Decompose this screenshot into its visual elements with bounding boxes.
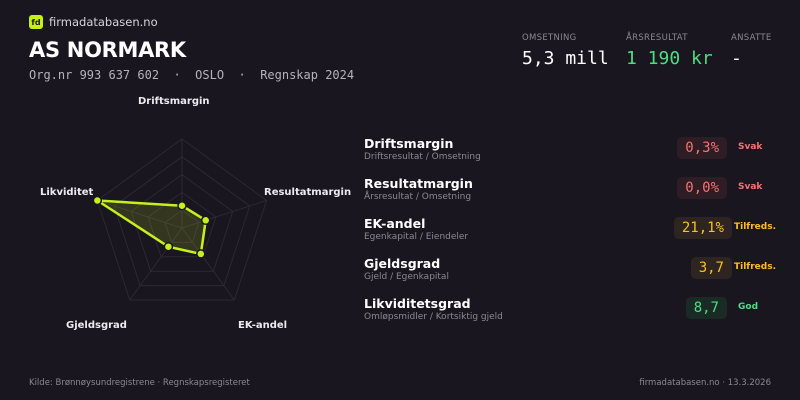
radar-label-ek-andel: EK-andel <box>238 320 288 331</box>
metric-row: Driftsmargin Driftsresultat / Omsetning … <box>364 136 784 176</box>
metric-value-badge: 3,7 <box>690 257 732 279</box>
radar-axis-line <box>97 200 183 229</box>
radar-grid-ring <box>147 191 217 258</box>
site-name: firmadatabasen.no <box>49 15 158 29</box>
radar-chart <box>92 138 268 301</box>
radar-axis-line <box>181 200 267 229</box>
kpi-value: 5,3 mill <box>522 48 609 69</box>
kpi-label: ÅRSRESULTAT <box>626 33 688 43</box>
radar-data-area <box>96 199 207 256</box>
metric-formula: Årsresultat / Omsetning <box>364 192 472 202</box>
radar-data-point <box>200 215 211 226</box>
company-subtitle: Org.nr 993 637 602 · OSLO · Regnskap 202… <box>29 68 355 82</box>
kpi-ansatte: ANSATTE - <box>731 33 772 69</box>
radar-grid-ring <box>113 156 251 287</box>
metric-status: Tilfreds. <box>734 222 776 232</box>
footer-source: Kilde: Brønnøysundregistrene · Regnskaps… <box>29 378 250 388</box>
metric-value-badge: 0,0% <box>677 177 727 199</box>
radar-data-point <box>92 195 103 206</box>
radar-grid-ring <box>96 138 268 301</box>
radar-axis-line <box>129 227 183 301</box>
kpi-label: ANSATTE <box>731 33 772 43</box>
kpi-arsresultat: ÅRSRESULTAT 1 190 kr <box>626 33 713 69</box>
metric-name: Likviditetsgrad <box>364 296 471 311</box>
metric-row: Gjeldsgrad Gjeld / Egenkapital 3,7 Tilfr… <box>364 256 784 296</box>
metric-name: Resultatmargin <box>364 176 473 191</box>
company-name: AS NORMARK <box>29 38 186 62</box>
metric-status: Svak <box>738 142 763 152</box>
metric-name: Gjeldsgrad <box>364 256 441 271</box>
radar-grid-ring <box>130 173 234 272</box>
kpi-value: - <box>731 48 742 69</box>
metric-status: Svak <box>738 182 763 192</box>
metric-value-badge: 21,1% <box>673 217 732 239</box>
metric-row: EK-andel Egenkapital / Eiendeler 21,1% T… <box>364 216 784 256</box>
metric-formula: Egenkapital / Eiendeler <box>364 232 469 242</box>
radar-label-gjeldsgrad: Gjeldsgrad <box>66 320 127 331</box>
metrics-list: Driftsmargin Driftsresultat / Omsetning … <box>364 136 784 336</box>
radar-data-point <box>196 249 206 259</box>
metric-row: Likviditetsgrad Omløpsmidler / Kortsikti… <box>364 296 784 336</box>
metric-name: Driftsmargin <box>364 136 454 151</box>
radar-grid-ring <box>164 209 200 243</box>
metric-status: Tilfreds. <box>734 262 776 272</box>
metric-status: God <box>738 302 759 312</box>
metric-row: Resultatmargin Årsresultat / Omsetning 0… <box>364 176 784 216</box>
logo-icon: fd <box>29 15 43 29</box>
logo: fd firmadatabasen.no <box>29 15 158 29</box>
metric-value-badge: 8,7 <box>685 297 727 319</box>
metric-name: EK-andel <box>364 216 426 231</box>
kpi-label: OMSETNING <box>522 33 577 43</box>
radar-label-resultatmargin: Resultatmargin <box>264 187 352 198</box>
kpi-value: 1 190 kr <box>626 48 713 69</box>
metric-formula: Omløpsmidler / Kortsiktig gjeld <box>364 312 503 322</box>
radar-axis-line <box>181 227 235 301</box>
radar-data-point <box>177 201 187 211</box>
kpi-omsetning: OMSETNING 5,3 mill <box>522 33 609 69</box>
footer-site-date: firmadatabasen.no · 13.3.2026 <box>639 378 771 388</box>
metric-formula: Gjeld / Egenkapital <box>364 272 449 282</box>
metric-value-badge: 0,3% <box>677 137 727 159</box>
radar-data-point <box>163 241 174 252</box>
radar-label-driftsmargin: Driftsmargin <box>138 96 210 107</box>
radar-label-likviditet: Likviditet <box>40 187 94 198</box>
metric-formula: Driftsresultat / Omsetning <box>364 152 481 162</box>
